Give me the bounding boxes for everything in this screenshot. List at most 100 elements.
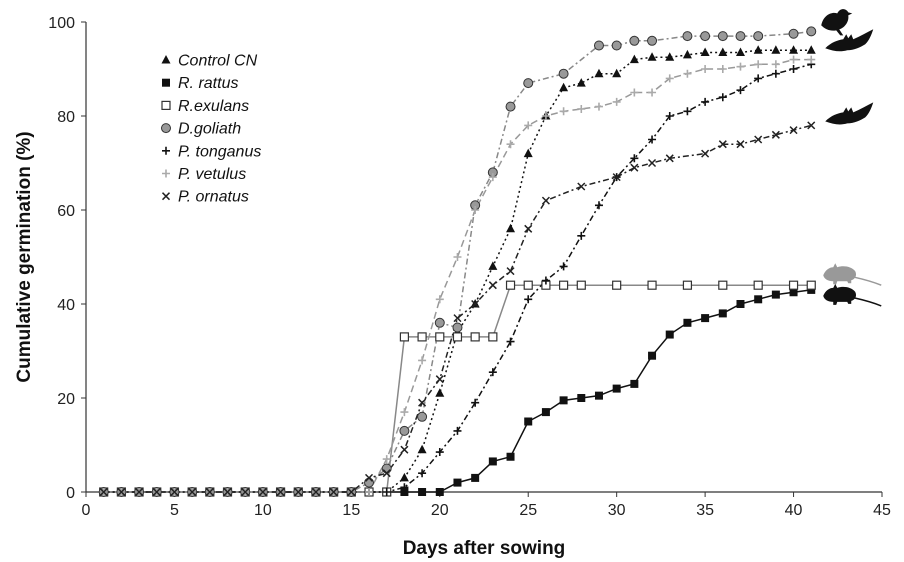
data-point-r-exulans (788, 280, 799, 290)
data-point-p-vetulus (594, 102, 603, 111)
data-point-p-ornatus (364, 473, 374, 482)
data-point-control-cn (523, 148, 533, 158)
series-line-control-cn (103, 49, 812, 493)
legend-marker-p-tonganus (162, 146, 170, 155)
data-point-p-vetulus (701, 65, 710, 73)
data-point-p-tonganus (418, 469, 427, 478)
data-point-p-vetulus (418, 356, 427, 365)
data-point-control-cn (559, 82, 569, 92)
data-point-p-tonganus (471, 398, 480, 407)
data-point-p-ornatus (807, 121, 816, 130)
data-point-d-goliath (682, 31, 693, 42)
x-tick-label: 5 (170, 502, 179, 519)
data-point-r-rattus (754, 295, 763, 304)
data-point-p-tonganus (488, 368, 497, 377)
data-point-p-tonganus (594, 201, 603, 210)
data-point-p-vetulus (754, 60, 763, 69)
data-point-control-cn (753, 45, 763, 54)
data-point-d-goliath (434, 317, 445, 328)
x-tick-label: 0 (82, 502, 91, 519)
x-tick-label: 35 (696, 502, 714, 519)
data-point-r-exulans (576, 280, 586, 290)
data-point-p-vetulus (435, 295, 444, 304)
data-point-p-ornatus (630, 163, 639, 172)
data-point-r-exulans (523, 280, 533, 290)
data-point-control-cn (700, 47, 710, 57)
data-point-p-tonganus (665, 112, 674, 120)
legend-label-d-goliath: D.goliath (178, 121, 241, 138)
data-point-p-ornatus (152, 487, 161, 497)
data-point-d-goliath (523, 78, 534, 89)
data-point-p-ornatus (241, 487, 250, 497)
animal-silhouettes (821, 9, 882, 307)
data-point-r-rattus (807, 285, 816, 294)
data-point-p-ornatus (188, 487, 197, 497)
data-point-p-vetulus (807, 55, 816, 64)
data-point-d-goliath (505, 101, 516, 112)
data-point-control-cn (682, 49, 692, 59)
legend-label-control-cn: Control CN (178, 53, 258, 70)
data-point-p-ornatus (789, 126, 798, 135)
data-point-p-vetulus (683, 69, 692, 78)
y-tick-label: 80 (57, 109, 75, 126)
rat-silhouette-icon (823, 263, 882, 286)
data-point-r-rattus (630, 379, 639, 388)
data-point-p-ornatus (771, 130, 780, 139)
data-point-control-cn (789, 45, 799, 54)
data-point-p-ornatus (329, 487, 338, 497)
y-tick-label: 40 (57, 297, 75, 314)
legend-marker-r-rattus (162, 78, 170, 87)
legend-marker-p-ornatus (161, 192, 171, 201)
data-point-p-ornatus (418, 398, 427, 407)
data-point-p-ornatus (276, 487, 285, 497)
legend: Control CN R. rattus R.exulans D.goliath P. … (161, 53, 261, 206)
legend-marker-control-cn (161, 55, 171, 64)
data-point-p-vetulus (771, 60, 780, 69)
data-point-r-exulans (647, 280, 657, 290)
data-point-p-vetulus (453, 253, 462, 261)
data-point-p-ornatus (577, 182, 586, 191)
data-point-control-cn (771, 45, 781, 54)
data-point-p-ornatus (311, 487, 320, 497)
data-point-p-ornatus (453, 314, 462, 323)
data-point-p-tonganus (506, 337, 515, 346)
x-tick-label: 30 (608, 502, 626, 519)
data-point-p-ornatus (648, 158, 657, 168)
tick-marks: 0 5 10 15 20 25 30 35 40 45 0 20 40 60 80 100 (48, 15, 891, 519)
legend-marker-d-goliath (161, 123, 171, 134)
data-point-p-ornatus (612, 173, 621, 182)
data-point-p-tonganus (559, 262, 568, 271)
data-point-p-ornatus (506, 267, 515, 276)
data-point-p-tonganus (718, 93, 727, 102)
data-point-d-goliath (399, 425, 410, 436)
data-point-d-goliath (611, 40, 622, 51)
data-point-p-vetulus (718, 65, 727, 73)
data-point-p-tonganus (577, 231, 586, 240)
data-point-p-tonganus (453, 426, 462, 435)
data-point-r-rattus (648, 351, 657, 360)
data-point-r-exulans (435, 332, 445, 342)
data-point-p-ornatus (400, 445, 409, 454)
data-point-r-rattus (594, 391, 603, 400)
data-point-r-rattus (771, 290, 780, 299)
series-line-p-ornatus (103, 124, 812, 493)
data-point-p-tonganus (736, 86, 745, 95)
data-point-p-ornatus (117, 487, 126, 497)
data-point-control-cn (417, 444, 427, 454)
data-point-p-tonganus (400, 483, 409, 492)
data-point-p-tonganus (683, 107, 692, 116)
data-point-p-tonganus (630, 154, 639, 163)
data-point-control-cn (399, 472, 409, 482)
data-point-p-vetulus (577, 104, 586, 113)
data-point-r-rattus (577, 394, 586, 402)
data-point-p-vetulus (789, 55, 798, 64)
data-point-p-tonganus (789, 65, 798, 73)
bat-silhouette-icon (825, 29, 874, 52)
legend-label-p-vetulus: P. vetulus (178, 166, 246, 183)
data-point-r-rattus (418, 488, 427, 496)
data-point-r-rattus (488, 457, 497, 466)
data-point-p-ornatus (258, 487, 267, 497)
legend-marker-r-exulans (161, 100, 171, 111)
data-point-p-ornatus (665, 154, 674, 163)
